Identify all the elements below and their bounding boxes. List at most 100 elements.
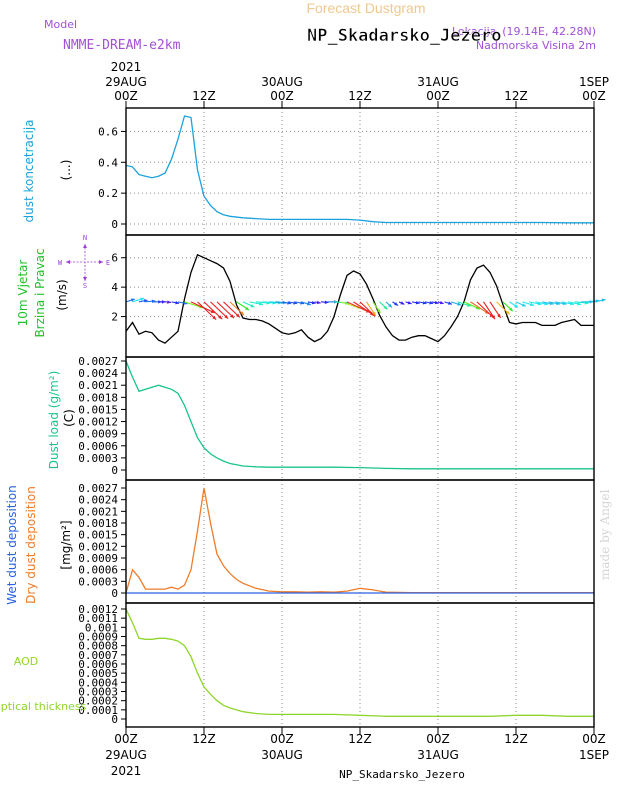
y-tick-label: 0.0007 xyxy=(78,649,118,662)
bottom-hour-label: 12Z xyxy=(192,732,216,746)
wind-arrow-head xyxy=(475,306,480,310)
station-altitude: Nadmorska Visina 2m xyxy=(476,39,596,52)
y-tick-label: 0.0024 xyxy=(78,367,118,380)
y-tick-label: 0.001 xyxy=(85,621,118,634)
y-tick-label: 0.0003 xyxy=(78,575,118,588)
top-hour-label: 12Z xyxy=(192,89,216,103)
wind-arrow-head xyxy=(577,302,582,306)
top-date-label: 31AUG xyxy=(417,75,459,89)
y-tick-label: 0.0012 xyxy=(78,416,118,429)
forecast-title: Forecast Dustgram xyxy=(306,0,425,16)
y-tick-label: 0.0015 xyxy=(78,529,118,542)
wind-arrow-head xyxy=(484,310,489,314)
concentration-label: dust koncetracija xyxy=(22,119,36,222)
concentration-panel: 0 0.2 0.4 0.6 xyxy=(98,107,595,236)
wind-arrow-head xyxy=(489,313,494,318)
wind-arrow-head xyxy=(167,300,171,304)
dust-load-line xyxy=(125,360,594,470)
wind-arrow xyxy=(223,301,241,318)
y-tick-label: 0.0002 xyxy=(78,695,118,708)
wind-arrow-head xyxy=(230,314,235,319)
wind-label-line1: 10m Vjetar xyxy=(16,260,30,327)
y-tick-label: 0 xyxy=(111,713,118,726)
concentration-frame xyxy=(125,107,595,236)
y-tick-label: 6 xyxy=(111,252,118,265)
wind-label-line2: Brzina i Pravac xyxy=(33,248,47,337)
wind-arrow-head xyxy=(388,303,392,308)
station-coordinates: (19.14E, 42.28N) xyxy=(502,25,596,38)
wind-arrow-head xyxy=(407,301,412,305)
wind-arrow-head xyxy=(505,310,510,315)
bottom-hour-label: 12Z xyxy=(348,732,372,746)
wind-arrow-head xyxy=(245,306,250,311)
wind-arrow-head xyxy=(514,304,519,308)
dust-load-panel: 0.00270.00240.00210.00180.00150.00120.00… xyxy=(78,355,595,481)
bottom-date-label: 30AUG xyxy=(261,748,303,762)
wind-arrow-head xyxy=(210,309,215,313)
wet-deposition-label: Wet dust deposition xyxy=(5,485,19,605)
top-hour-label: 00Z xyxy=(426,89,450,103)
top-date-label: 29AUG xyxy=(105,75,147,89)
deposition-unit: [mg/m²] xyxy=(59,520,73,569)
y-tick-label: 0.0006 xyxy=(78,440,118,453)
concentration-line xyxy=(125,115,594,224)
y-tick-label: 0.0018 xyxy=(78,517,118,530)
model-label: Model xyxy=(44,18,77,31)
wind-arrow-head xyxy=(415,300,420,305)
wind-arrow xyxy=(216,301,235,319)
wind-arrow-head xyxy=(224,314,229,319)
y-tick-label: 0.0004 xyxy=(78,676,118,689)
wind-arrow xyxy=(197,301,217,320)
wind-arrow-head xyxy=(240,311,244,316)
aod-line xyxy=(125,608,594,717)
aod-panel: 0.00120.00110.0010.00090.00080.00070.000… xyxy=(78,602,595,728)
wind-arrow-head xyxy=(434,300,439,305)
y-tick-label: 0.0024 xyxy=(78,494,118,507)
bottom-hour-label: 12Z xyxy=(504,732,528,746)
y-tick-label: 2 xyxy=(111,311,118,324)
wind-arrow-head xyxy=(218,315,223,320)
aod-label: AOD xyxy=(14,655,38,668)
wind-arrow-head xyxy=(429,301,434,305)
compass-east: E xyxy=(106,259,110,267)
wind-panel: 2 4 6 xyxy=(111,234,606,358)
wind-arrow-head xyxy=(508,307,513,312)
wind-arrow-head xyxy=(316,300,321,305)
station-title: NP_Skadarsko_Jezero xyxy=(307,26,501,46)
y-tick-label: 0.0006 xyxy=(78,564,118,577)
wind-arrow-head xyxy=(400,301,405,305)
year-bottom: 2021 xyxy=(111,764,142,778)
y-tick-label: 0 xyxy=(111,218,118,231)
y-tick-label: 0.0011 xyxy=(78,612,118,625)
wind-arrow-head xyxy=(439,300,444,305)
wind-arrow xyxy=(203,301,223,320)
wind-arrow xyxy=(210,301,229,320)
y-tick-label: 0.0009 xyxy=(78,631,118,644)
y-tick-label: 0.0012 xyxy=(78,603,118,616)
aod-frame xyxy=(125,602,595,728)
wind-arrow-head xyxy=(422,301,427,305)
y-tick-label: 0.0027 xyxy=(78,355,118,368)
wind-arrow-head xyxy=(212,315,217,320)
bottom-date-label: 31AUG xyxy=(417,748,459,762)
wind-arrow-head xyxy=(394,302,399,306)
wind-arrow-head xyxy=(287,301,292,305)
bottom-date-label: 1SEP xyxy=(579,748,609,762)
y-tick-label: 0.0015 xyxy=(78,403,118,416)
concentration-unit: (...) xyxy=(59,160,73,181)
compass-west: W xyxy=(58,259,63,267)
y-tick-label: 0.0021 xyxy=(78,505,118,518)
bottom-hour-label: 00Z xyxy=(582,732,606,746)
wind-arrow-head xyxy=(521,303,526,307)
wind-arrow-head xyxy=(161,300,166,304)
wind-arrow-head xyxy=(235,313,240,318)
top-hour-label: 00Z xyxy=(114,89,138,103)
station-bottom-label: NP_Skadarsko_Jezero xyxy=(339,768,465,781)
y-tick-label: 0.4 xyxy=(98,156,118,169)
wind-arrow-head xyxy=(300,301,305,305)
model-name: NMME-DREAM-e2km xyxy=(63,38,181,53)
wind-arrow xyxy=(353,301,375,316)
wind-arrow-head xyxy=(130,298,135,302)
dry-deposition-label: Dry dust deposition xyxy=(24,486,38,604)
